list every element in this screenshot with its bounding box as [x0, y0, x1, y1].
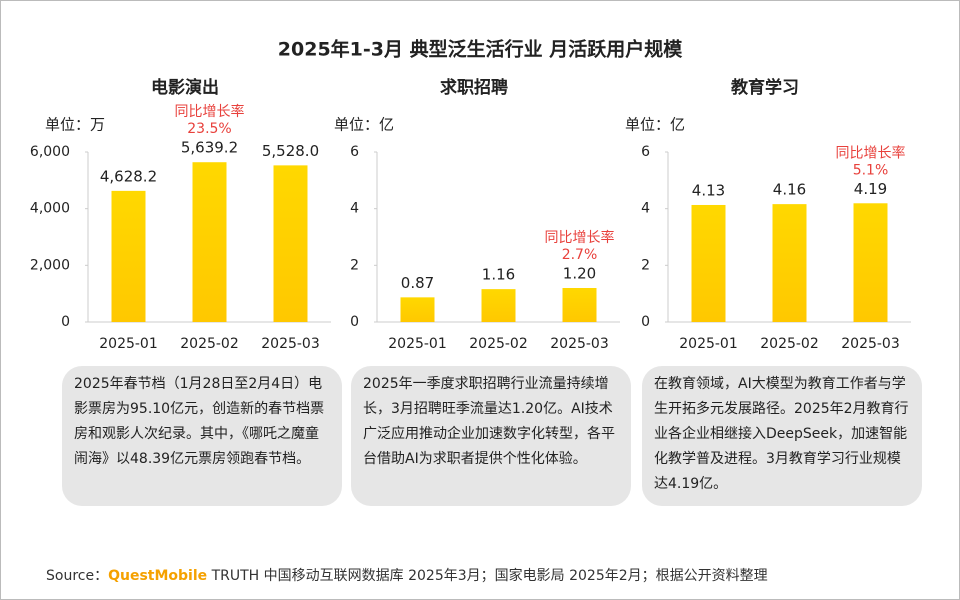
- source: Source：QuestMobile TRUTH 中国移动互联网数据库 2025…: [46, 565, 768, 585]
- bar: [400, 297, 435, 322]
- y-tick-label: 4,000: [30, 201, 70, 217]
- value-label: 5,528.0: [262, 142, 319, 160]
- note: 2025年一季度求职招聘行业流量持续增长，3月招聘旺季流量达1.20亿。AI技术…: [351, 366, 631, 506]
- x-tick-label: 2025-02: [469, 336, 528, 352]
- bar: [772, 204, 807, 322]
- chart-title: 教育学习: [730, 77, 799, 98]
- value-label: 1.16: [482, 266, 515, 284]
- note: 2025年春节档（1月28日至2月4日）电影票房为95.10亿元，创造新的春节档…: [62, 366, 342, 506]
- annotation-value: 23.5%: [187, 121, 231, 137]
- bar: [273, 165, 308, 322]
- value-label: 0.87: [401, 274, 434, 292]
- bar: [192, 162, 227, 322]
- value-label: 1.20: [563, 265, 596, 283]
- chart-title: 求职招聘: [440, 77, 508, 98]
- y-tick-label: 6: [641, 144, 650, 160]
- x-tick-label: 2025-01: [388, 336, 447, 352]
- y-tick-label: 6: [350, 144, 359, 160]
- unit-label: 单位：万: [45, 116, 105, 134]
- value-label: 4.13: [692, 181, 725, 199]
- annotation-title: 同比增长率: [175, 103, 245, 120]
- unit-label: 单位：亿: [334, 116, 394, 134]
- note: 在教育领域，AI大模型为教育工作者与学生开拓多元发展路径。2025年2月教育行业…: [642, 366, 922, 506]
- y-tick-label: 4: [641, 201, 650, 217]
- unit-label: 单位：亿: [625, 116, 685, 134]
- source-brand: QuestMobile: [108, 568, 208, 584]
- value-label: 4.19: [854, 180, 887, 198]
- x-tick-label: 2025-02: [760, 336, 819, 352]
- x-tick-label: 2025-03: [841, 336, 900, 352]
- x-tick-label: 2025-01: [99, 336, 158, 352]
- y-tick-label: 0: [61, 314, 70, 330]
- x-tick-label: 2025-01: [679, 336, 738, 352]
- y-tick-label: 0: [350, 314, 359, 330]
- x-tick-label: 2025-03: [261, 336, 320, 352]
- annotation-title: 同比增长率: [545, 229, 615, 246]
- value-label: 4.16: [773, 181, 806, 199]
- y-tick-label: 2,000: [30, 257, 70, 273]
- annotation-title: 同比增长率: [836, 144, 906, 161]
- y-tick-label: 0: [641, 314, 650, 330]
- bar: [111, 190, 146, 322]
- page-title: 2025年1-3月 典型泛生活行业 月活跃用户规模: [278, 38, 683, 61]
- chart-title: 电影演出: [151, 77, 219, 98]
- x-tick-label: 2025-02: [180, 336, 239, 352]
- bar: [562, 288, 597, 322]
- value-label: 5,639.2: [181, 139, 238, 157]
- source-prefix: Source：: [46, 568, 109, 584]
- y-tick-label: 2: [350, 257, 359, 273]
- source-text: TRUTH 中国移动互联网数据库 2025年3月；国家电影局 2025年2月；根…: [207, 568, 768, 584]
- y-tick-label: 6,000: [30, 144, 70, 160]
- value-label: 4,628.2: [100, 167, 157, 185]
- y-tick-label: 4: [350, 201, 359, 217]
- y-tick-label: 2: [641, 257, 650, 273]
- annotation-value: 5.1%: [853, 162, 889, 178]
- bar: [481, 289, 516, 322]
- annotation-value: 2.7%: [562, 247, 598, 263]
- x-tick-label: 2025-03: [550, 336, 609, 352]
- bar: [853, 203, 888, 322]
- bar: [691, 204, 726, 322]
